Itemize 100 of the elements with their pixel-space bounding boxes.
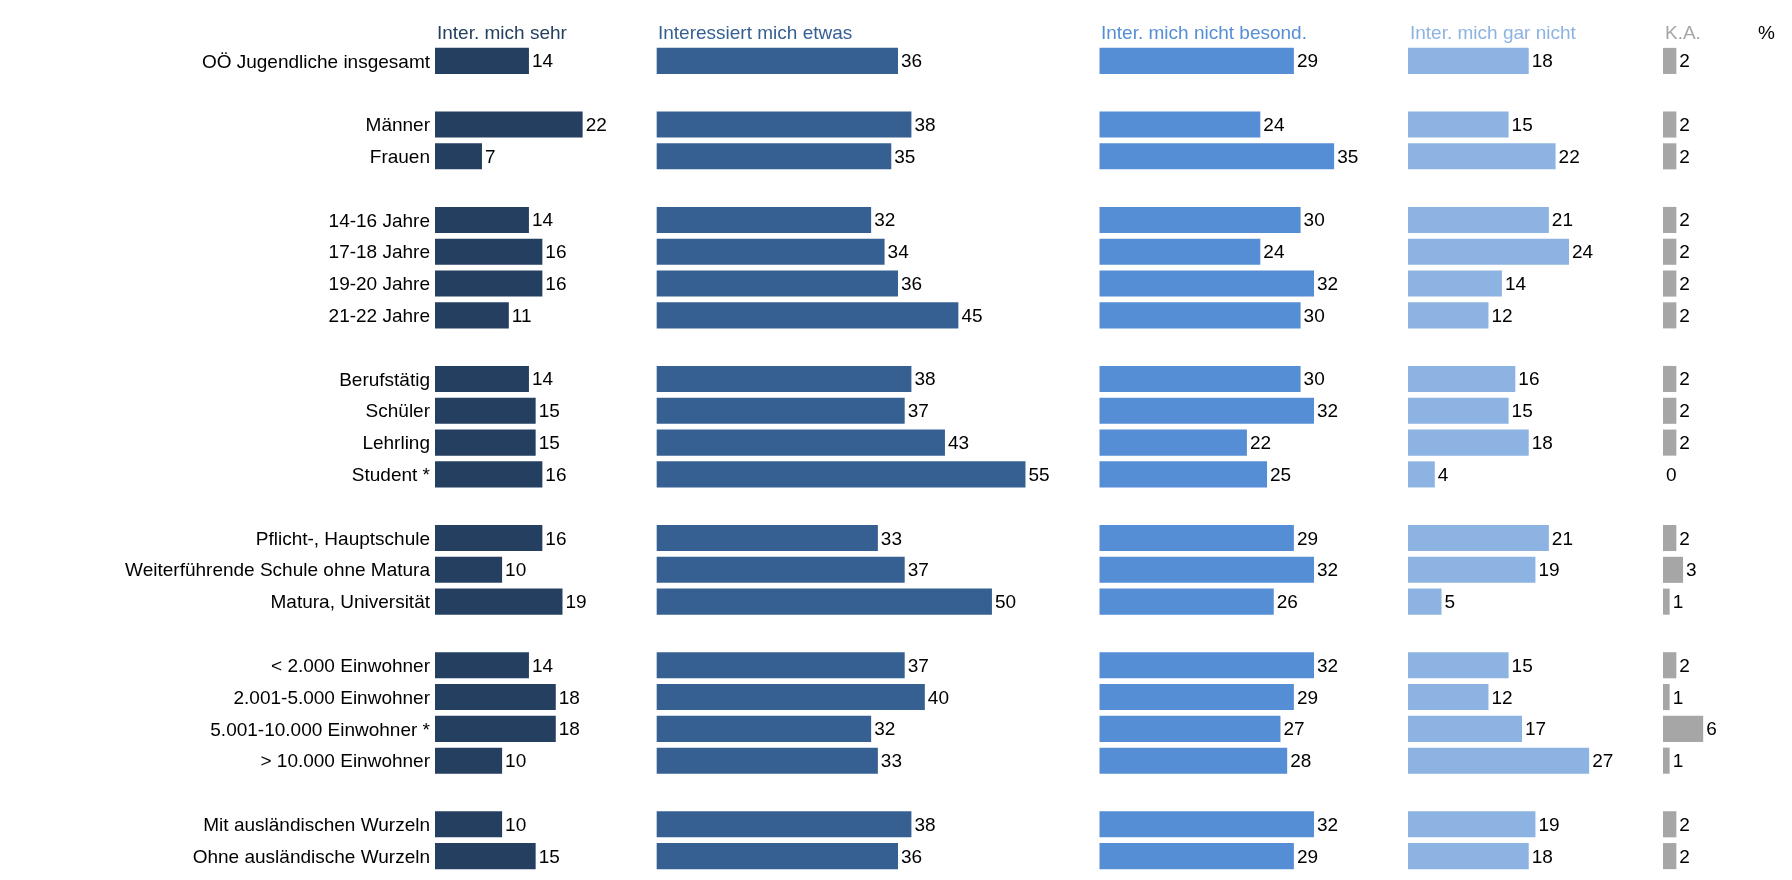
y-tick-label: > 10.000 Einwohner (260, 750, 431, 772)
data-label: 10 (505, 813, 527, 835)
data-label: 24 (1263, 241, 1285, 263)
bar (435, 715, 556, 742)
data-label: 15 (538, 432, 560, 454)
bar (1099, 715, 1281, 742)
data-label: 21 (1551, 527, 1573, 549)
bar (1407, 206, 1549, 233)
y-tick-label: Matura, Universität (270, 591, 431, 613)
bar (1662, 556, 1684, 583)
bar (1407, 47, 1529, 74)
data-label: 34 (887, 241, 910, 263)
data-label: 32 (1317, 400, 1339, 422)
data-label: 27 (1283, 718, 1305, 740)
data-label: 15 (538, 845, 560, 867)
bar (656, 429, 945, 456)
bar (656, 397, 905, 424)
data-label: 37 (907, 400, 929, 422)
data-label: 18 (558, 718, 580, 740)
bar (1099, 843, 1294, 870)
data-label: 7 (484, 145, 496, 167)
y-tick-label: < 2.000 Einwohner (271, 654, 431, 676)
bar (1099, 365, 1301, 393)
bar (1662, 238, 1677, 265)
data-label: 15 (1511, 400, 1533, 422)
data-label: 2 (1679, 273, 1690, 295)
data-label: 22 (1249, 432, 1272, 454)
data-label: 16 (545, 463, 567, 485)
bar (1099, 461, 1268, 488)
data-label: 29 (1296, 845, 1319, 867)
chart-title: Inter. mich sehr (437, 22, 568, 43)
bar (656, 302, 959, 329)
data-label: 36 (900, 273, 923, 295)
data-label: 1 (1672, 750, 1684, 772)
bar (1099, 588, 1274, 615)
data-label: 2 (1679, 50, 1690, 72)
data-label: 16 (545, 527, 567, 549)
bar (656, 143, 892, 170)
data-label: 4 (1437, 463, 1449, 485)
y-tick-label: Schüler (365, 400, 431, 422)
data-label: 19 (1538, 559, 1560, 581)
data-label: 27 (1592, 750, 1614, 772)
y-tick-label: OÖ Jugendliche insgesamt (201, 50, 431, 72)
bar (656, 747, 878, 774)
data-label: 2 (1679, 527, 1690, 549)
data-label: 18 (1531, 432, 1553, 454)
bar (1407, 684, 1489, 711)
data-label: 24 (1571, 241, 1594, 263)
bar (1099, 270, 1315, 297)
data-label: 19 (565, 591, 587, 613)
data-label: 16 (545, 241, 567, 263)
bar (656, 461, 1026, 488)
data-label: 30 (1303, 368, 1325, 390)
data-label: 16 (545, 273, 567, 295)
data-label: 15 (1511, 654, 1533, 676)
data-label: 36 (900, 845, 923, 867)
data-label: 15 (1511, 114, 1533, 136)
data-label: 3 (1686, 559, 1697, 581)
bar (1662, 47, 1677, 74)
y-tick-label: 5.001-10.000 Einwohner * (210, 718, 431, 740)
bar (1662, 747, 1670, 774)
data-label: 29 (1296, 527, 1319, 549)
bar (1099, 302, 1301, 329)
bar (435, 461, 543, 488)
bar (435, 238, 543, 265)
data-label: 1 (1672, 686, 1684, 708)
bar (435, 206, 529, 233)
y-tick-label: Weiterführende Schule ohne Matura (125, 559, 431, 581)
data-label: 32 (1317, 273, 1339, 295)
bar (435, 270, 543, 297)
y-tick-label: Lehrling (362, 432, 430, 454)
bar (1099, 397, 1315, 424)
bar (1407, 588, 1442, 615)
bar (1407, 843, 1529, 870)
bar (1407, 270, 1502, 297)
bar (656, 588, 992, 615)
chart-title: Interessiert mich etwas (658, 22, 853, 43)
data-label: 30 (1303, 304, 1325, 326)
data-label: 38 (914, 813, 936, 835)
y-tick-label: Ohne ausländische Wurzeln (192, 845, 430, 867)
bar (1099, 47, 1294, 74)
data-label: 38 (914, 368, 936, 390)
data-label: 32 (874, 718, 896, 740)
bar (1662, 588, 1670, 615)
bar (1407, 238, 1569, 265)
data-label: 19 (1538, 813, 1560, 835)
data-label: 33 (880, 750, 902, 772)
bar (656, 238, 885, 265)
bar (1407, 365, 1516, 393)
data-label: 32 (1317, 654, 1339, 676)
bar (435, 143, 482, 170)
bar (1662, 684, 1670, 711)
data-label: 40 (927, 686, 949, 708)
chart-title: K.A. (1665, 22, 1701, 43)
data-label: 29 (1296, 686, 1319, 708)
bar (435, 588, 563, 615)
y-tick-label: Berufstätig (339, 368, 430, 390)
data-label: 45 (961, 304, 983, 326)
bar (656, 524, 878, 552)
bar (1407, 397, 1509, 424)
